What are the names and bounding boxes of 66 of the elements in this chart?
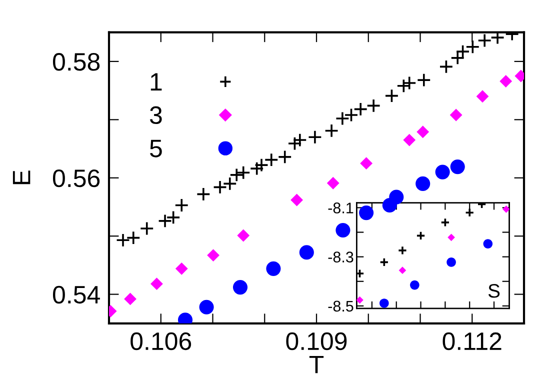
point	[196, 187, 211, 202]
point	[439, 60, 454, 74]
annotation: S	[488, 284, 500, 298]
legend-label: 1	[150, 73, 162, 90]
point	[126, 230, 140, 245]
point	[236, 166, 250, 180]
point	[448, 234, 455, 242]
y-tick-label: -8.3	[328, 252, 354, 262]
point	[174, 198, 189, 212]
x-axis-title: T	[309, 356, 324, 374]
point	[299, 245, 314, 260]
point	[324, 124, 339, 138]
x-tick-label: 0.109	[286, 332, 347, 350]
point	[360, 157, 373, 170]
point	[416, 230, 426, 240]
point	[490, 32, 505, 45]
y-tick-label: 0.54	[52, 286, 100, 304]
point	[266, 261, 281, 276]
point	[326, 176, 340, 190]
point	[116, 233, 130, 248]
point	[150, 278, 163, 290]
point	[502, 205, 510, 213]
point	[199, 300, 214, 314]
point	[379, 258, 389, 267]
point	[435, 164, 450, 180]
point	[278, 150, 292, 164]
point	[232, 280, 248, 295]
point	[416, 72, 432, 88]
point	[450, 108, 462, 122]
point	[440, 218, 450, 228]
y-tick-label: 0.56	[52, 169, 100, 188]
point	[403, 134, 416, 146]
point	[366, 98, 381, 113]
y-tick-label: -8.5	[328, 300, 354, 312]
point	[389, 190, 404, 204]
point	[483, 239, 493, 248]
point	[175, 262, 188, 275]
x-tick-label: 0.106	[130, 332, 192, 350]
point	[308, 130, 322, 144]
point	[237, 229, 250, 242]
point	[398, 266, 406, 274]
point	[212, 180, 228, 194]
point	[416, 176, 430, 191]
point	[124, 292, 136, 306]
point	[140, 221, 154, 236]
legend-label: 5	[150, 140, 162, 158]
point	[336, 222, 350, 238]
point	[410, 280, 420, 290]
point	[380, 298, 389, 308]
x-tick-label: 0.112	[442, 332, 502, 350]
point	[500, 75, 512, 88]
y-tick-label: -8.1	[328, 202, 354, 214]
legend-label: 3	[150, 106, 162, 124]
point	[398, 246, 408, 256]
point	[450, 160, 465, 174]
point	[290, 194, 304, 206]
point	[476, 90, 489, 103]
point	[416, 126, 430, 138]
point	[477, 33, 492, 48]
point	[207, 249, 220, 262]
y-axis-title: E	[12, 170, 30, 184]
point	[384, 88, 399, 103]
y-tick-label: 0.58	[52, 53, 100, 71]
point	[446, 258, 456, 267]
point	[356, 296, 364, 304]
point	[359, 206, 374, 220]
